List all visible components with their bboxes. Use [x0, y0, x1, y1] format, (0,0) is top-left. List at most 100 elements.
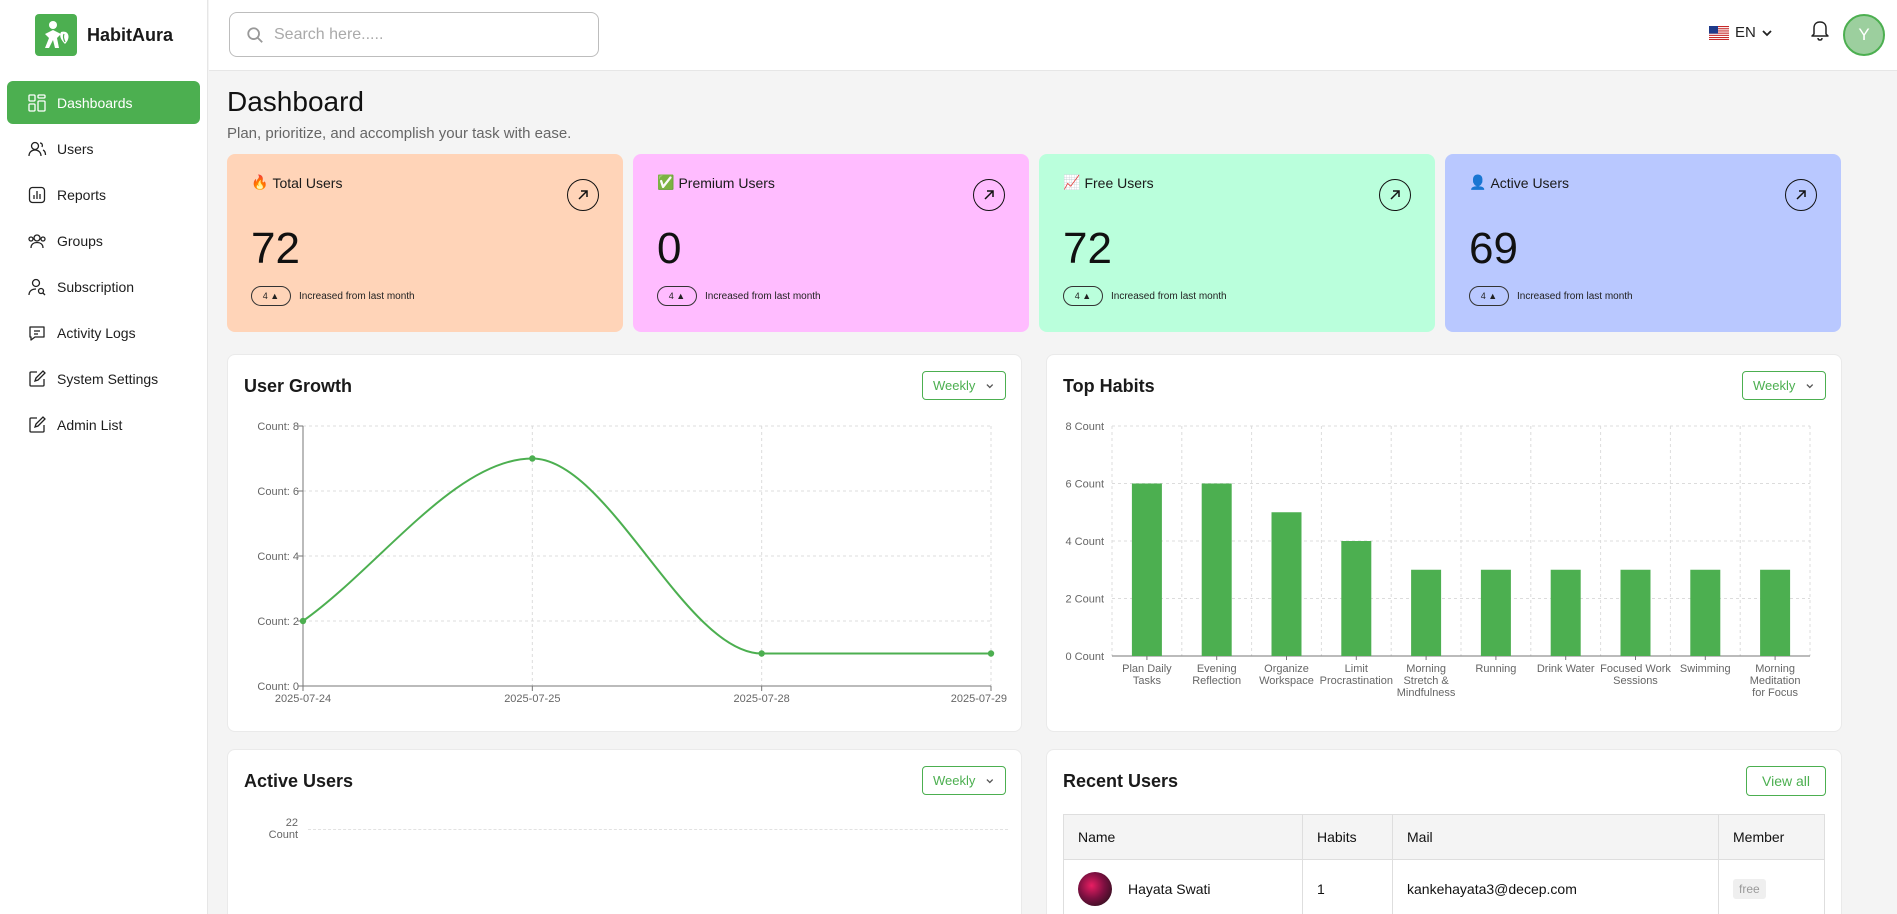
y-tick-label: Count: 8 — [257, 421, 299, 433]
sidebar-item-activity-logs[interactable]: Activity Logs — [7, 311, 200, 354]
sidebar-item-subscription[interactable]: Subscription — [7, 265, 200, 308]
gridline — [308, 829, 1008, 830]
x-tick-label: Organize Workspace — [1259, 663, 1314, 687]
language-selector[interactable]: EN — [1709, 24, 1774, 41]
panel-title: Top Habits — [1063, 376, 1155, 396]
sidebar-item-dashboards[interactable]: Dashboards — [7, 81, 200, 124]
habit-bar — [1760, 569, 1791, 656]
sidebar-item-system-settings[interactable]: System Settings — [7, 357, 200, 400]
x-tick-label: Plan Daily Tasks — [1122, 663, 1172, 687]
top-habits-filter-dropdown[interactable]: Weekly — [1742, 371, 1826, 400]
x-tick-label: 2025-07-25 — [504, 693, 560, 705]
user-mail: kankehayata3@decep.com — [1392, 859, 1719, 914]
avatar-initial: Y — [1858, 25, 1870, 44]
user-growth-filter-dropdown[interactable]: Weekly — [922, 371, 1006, 400]
stat-card-active-users[interactable]: 👤 Active Users 69 4 ▲ Increased from last … — [1445, 154, 1841, 332]
sidebar-item-users[interactable]: Users — [7, 127, 200, 170]
sidebar-item-label: Admin List — [57, 416, 123, 433]
stat-card-free-users[interactable]: 📈 Free Users 72 4 ▲ Increased from last mo… — [1039, 154, 1435, 332]
grid-icon — [28, 93, 46, 112]
sidebar-item-label: Users — [57, 140, 94, 157]
data-point — [987, 650, 995, 657]
user-key-icon — [28, 278, 46, 295]
change-pill: 4 ▲ — [1469, 286, 1509, 306]
search-box[interactable] — [229, 12, 599, 57]
y-tick-label: Count: 2 — [257, 616, 299, 628]
x-tick-label: 2025-07-24 — [275, 693, 331, 705]
us-flag-icon — [1709, 25, 1729, 40]
sidebar-item-reports[interactable]: Reports — [7, 173, 200, 216]
brand[interactable]: HabitAura — [0, 0, 207, 70]
sidebar-item-label: Reports — [57, 186, 107, 203]
fire-icon: 🔥 — [251, 174, 269, 190]
x-tick-label: Morning Meditation for Focus — [1750, 663, 1801, 699]
y-tick-label: 2 Count — [1065, 594, 1104, 606]
sidebar-item-admin-list[interactable]: Admin List — [7, 403, 200, 446]
y-tick-label: 4 Count — [1065, 536, 1104, 548]
y-tick-value: 22 — [285, 817, 298, 829]
stat-value: 0 — [657, 224, 682, 273]
bar-chart-icon — [28, 186, 46, 203]
top-habits-panel: Top Habits Weekly 0 Count 2 Count 4 Count 6… — [1046, 354, 1842, 732]
language-label: EN — [1735, 24, 1756, 41]
user-icon: 👤 — [1469, 174, 1487, 190]
sidebar-item-label: Activity Logs — [57, 324, 136, 341]
user-growth-chart: Count: 0 Count: 2 Count: 4 Count: 6 Count: 8… — [257, 421, 1007, 705]
y-tick-label: 6 Count — [1065, 479, 1104, 491]
sidebar-item-label: Groups — [57, 232, 103, 249]
x-tick-label: Limit Procrastination — [1320, 663, 1393, 687]
x-tick-label: Drink Water — [1537, 663, 1595, 675]
view-all-button[interactable]: View all — [1746, 766, 1826, 796]
habit-bar — [1620, 569, 1651, 656]
y-tick-unit: Count — [268, 829, 298, 841]
chart-up-icon: 📈 — [1063, 174, 1081, 190]
data-point — [299, 617, 307, 625]
x-tick-label: Morning Stretch & Mindfulness — [1397, 663, 1456, 699]
habit-bar — [1341, 541, 1372, 656]
x-tick-label: Swimming — [1680, 663, 1731, 675]
table-header-row: Name Habits Mail Member — [1063, 814, 1825, 860]
filter-label: Weekly — [933, 378, 976, 393]
habit-bar — [1131, 483, 1162, 656]
stat-label: Free Users — [1084, 174, 1154, 191]
x-tick-label: Running — [1475, 663, 1516, 675]
user-habits: 1 — [1302, 859, 1393, 914]
change-pill: 4 ▲ — [251, 286, 291, 306]
panel-title: Active Users — [244, 771, 354, 791]
recent-users-table: Name Habits Mail Member Hayata Swati 1 k… — [1063, 814, 1825, 914]
avatar[interactable]: Y — [1843, 14, 1885, 56]
notification-bell-icon[interactable] — [1809, 18, 1831, 47]
column-header[interactable]: Member — [1718, 814, 1825, 860]
edit-list-icon — [29, 415, 46, 433]
user-growth-line — [302, 457, 991, 655]
arrow-up-right-icon[interactable] — [1379, 179, 1411, 211]
arrow-up-right-icon[interactable] — [567, 179, 599, 211]
y-tick-label: Count: 6 — [257, 486, 299, 498]
brand-name: HabitAura — [87, 24, 174, 45]
user-name: Hayata Swati — [1128, 880, 1211, 897]
panel-title: Recent Users — [1063, 771, 1179, 791]
habit-bar — [1411, 569, 1442, 656]
chevron-down-icon — [1762, 29, 1772, 36]
data-point — [529, 455, 536, 462]
habit-bar — [1690, 569, 1721, 656]
search-input[interactable] — [274, 25, 574, 44]
column-header[interactable]: Mail — [1392, 814, 1719, 860]
habit-leaf-person-icon — [35, 14, 77, 56]
stat-label: Total Users — [272, 174, 343, 191]
change-pill: 4 ▲ — [657, 286, 697, 306]
user-avatar — [1078, 871, 1112, 906]
sidebar-item-groups[interactable]: Groups — [7, 219, 200, 262]
sidebar-item-label: System Settings — [57, 370, 159, 387]
stat-value: 69 — [1469, 224, 1518, 273]
column-header[interactable]: Habits — [1302, 814, 1393, 860]
table-row[interactable]: Hayata Swati 1 kankehayata3@decep.com fr… — [1063, 859, 1825, 914]
stat-card-premium-users[interactable]: ✅ Premium Users 0 4 ▲ Increased from last … — [633, 154, 1029, 332]
stat-card-total-users[interactable]: 🔥 Total Users 72 4 ▲ Increased from last m… — [227, 154, 623, 332]
arrow-up-right-icon[interactable] — [973, 179, 1005, 211]
column-header[interactable]: Name — [1063, 814, 1303, 860]
sidebar-item-label: Dashboards — [57, 94, 133, 111]
active-users-filter-dropdown[interactable]: Weekly — [922, 766, 1006, 795]
arrow-up-right-icon[interactable] — [1785, 179, 1817, 211]
sidebar: HabitAura Dashboards Users Reports Group… — [0, 0, 208, 914]
